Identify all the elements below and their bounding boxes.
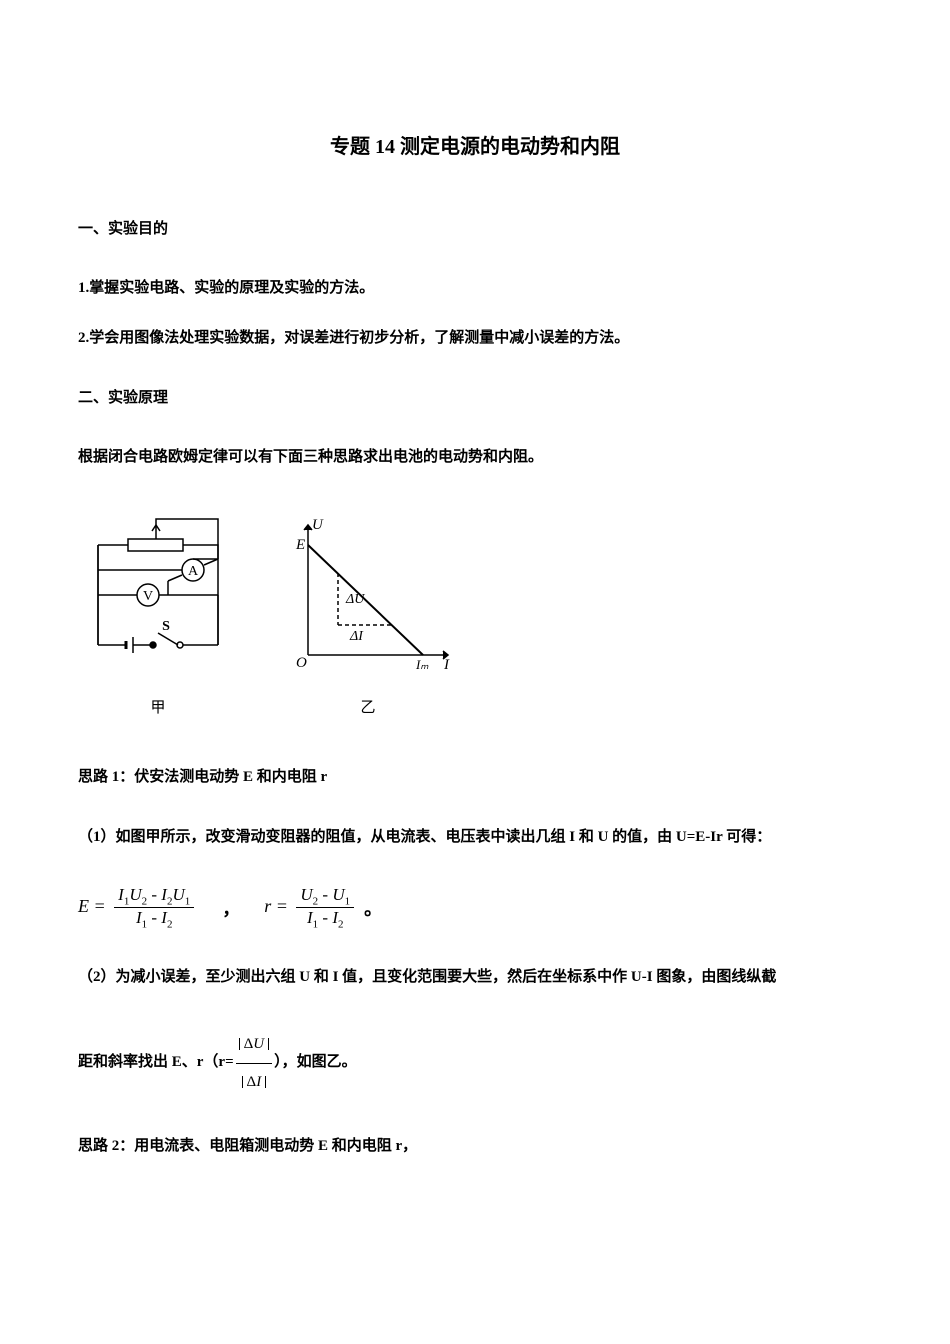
section-1-item-2: 2.学会用图像法处理实验数据，对误差进行初步分析，了解测量中减小误差的方法。 <box>78 326 872 350</box>
inline-frac: ΔU ΔI <box>234 1025 275 1100</box>
voltmeter-label: V <box>143 589 153 604</box>
page-title: 专题 14 测定电源的电动势和内阻 <box>78 130 872 159</box>
formula-r: r = U2 - U1 I1 - I2 <box>264 885 358 931</box>
figure-label-right: 乙 <box>278 696 458 717</box>
section-2-heading: 二、实验原理 <box>78 386 872 407</box>
method-2-heading: 思路 2：用电流表、电阻箱测电动势 E 和内电阻 r， <box>78 1134 872 1158</box>
figure-container: A V S 甲 <box>78 505 872 717</box>
method-1-para-2a: （2）为减小误差，至少测出六组 U 和 I 值，且变化范围要大些，然后在坐标系中… <box>78 965 872 989</box>
origin-label: O <box>296 655 307 671</box>
x-intercept-label: Iₘ <box>415 657 429 672</box>
y-axis-label: U <box>312 517 324 533</box>
formula-row: E = I1U2 - I2U1 I1 - I2 ， r = U2 - U1 I1… <box>78 885 872 931</box>
delta-u-label: ΔU <box>345 592 365 607</box>
method-1-para-1: （1）如图甲所示，改变滑动变阻器的阻值，从电流表、电压表中读出几组 I 和 U … <box>78 825 872 849</box>
figure-label-left: 甲 <box>78 696 238 717</box>
ammeter-label: A <box>188 564 199 579</box>
method-1-para-2b: 距和斜率找出 E、r（r= ΔU ΔI ），如图乙。 <box>78 1025 872 1100</box>
method-1-heading: 思路 1：伏安法测电动势 E 和内电阻 r <box>78 765 872 789</box>
delta-i-label: ΔI <box>349 629 364 644</box>
formula-period: 。 <box>364 895 382 921</box>
formula-e: E = I1U2 - I2U1 I1 - I2 <box>78 885 198 931</box>
switch-label: S <box>162 619 170 634</box>
section-1-heading: 一、实验目的 <box>78 217 872 238</box>
section-1-item-1: 1.掌握实验电路、实验的原理及实验的方法。 <box>78 276 872 300</box>
formula-comma: ， <box>222 895 240 921</box>
section-2-intro: 根据闭合电路欧姆定律可以有下面三种思路求出电池的电动势和内阻。 <box>78 445 872 469</box>
y-intercept-label: E <box>295 537 305 553</box>
circuit-diagram: A V S 甲 <box>78 505 238 717</box>
x-axis-label: I <box>443 657 450 673</box>
graph-diagram: U E ΔU ΔI O Iₘ I 乙 <box>278 505 458 717</box>
